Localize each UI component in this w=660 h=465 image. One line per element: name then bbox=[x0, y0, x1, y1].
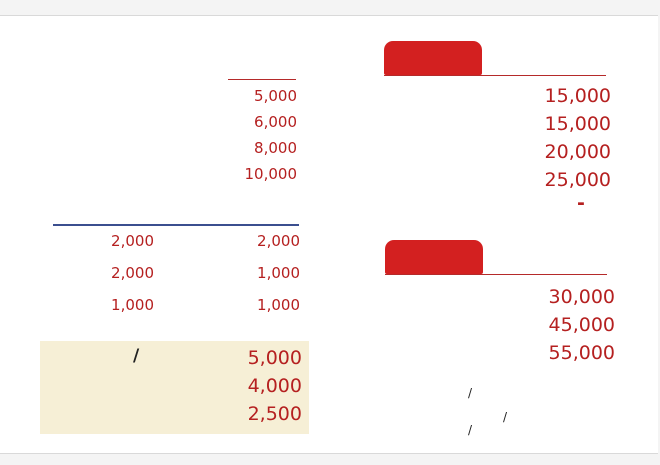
middle-left-col1-value: 2,000 bbox=[111, 232, 154, 250]
middle-left-col1-value: 1,000 bbox=[111, 296, 154, 314]
top-right-red-tab bbox=[384, 41, 482, 75]
middle-right-value: 55,000 bbox=[548, 342, 615, 364]
top-right-dash: - bbox=[577, 192, 585, 214]
top-right-value: 25,000 bbox=[544, 169, 611, 191]
bottom-left-value: 2,500 bbox=[247, 403, 302, 425]
top-right-value: 15,000 bbox=[544, 85, 611, 107]
top-left-value: 6,000 bbox=[254, 113, 297, 131]
middle-right-value: 45,000 bbox=[548, 314, 615, 336]
middle-left-rule bbox=[53, 224, 299, 226]
top-left-rule bbox=[228, 79, 296, 80]
bottom-left-highlight-box bbox=[40, 341, 309, 434]
bottom-right-slash: / bbox=[503, 410, 508, 424]
bottom-right-slash: / bbox=[468, 386, 473, 400]
top-left-value: 8,000 bbox=[254, 139, 297, 157]
top-right-rule bbox=[384, 75, 606, 76]
top-left-value: 5,000 bbox=[254, 87, 297, 105]
middle-left-col1-value: 2,000 bbox=[111, 264, 154, 282]
top-right-value: 15,000 bbox=[544, 113, 611, 135]
bottom-left-value: 5,000 bbox=[247, 347, 302, 369]
middle-right-red-tab bbox=[385, 240, 483, 274]
bottom-right-slash: / bbox=[468, 423, 473, 437]
middle-left-col2-value: 1,000 bbox=[257, 296, 300, 314]
middle-left-col2-value: 2,000 bbox=[257, 232, 300, 250]
middle-right-rule bbox=[385, 274, 607, 275]
bottom-left-slash: / bbox=[133, 346, 140, 366]
middle-right-value: 30,000 bbox=[548, 286, 615, 308]
top-left-value: 10,000 bbox=[244, 165, 298, 183]
middle-left-col2-value: 1,000 bbox=[257, 264, 300, 282]
bottom-left-value: 4,000 bbox=[247, 375, 302, 397]
top-right-value: 20,000 bbox=[544, 141, 611, 163]
